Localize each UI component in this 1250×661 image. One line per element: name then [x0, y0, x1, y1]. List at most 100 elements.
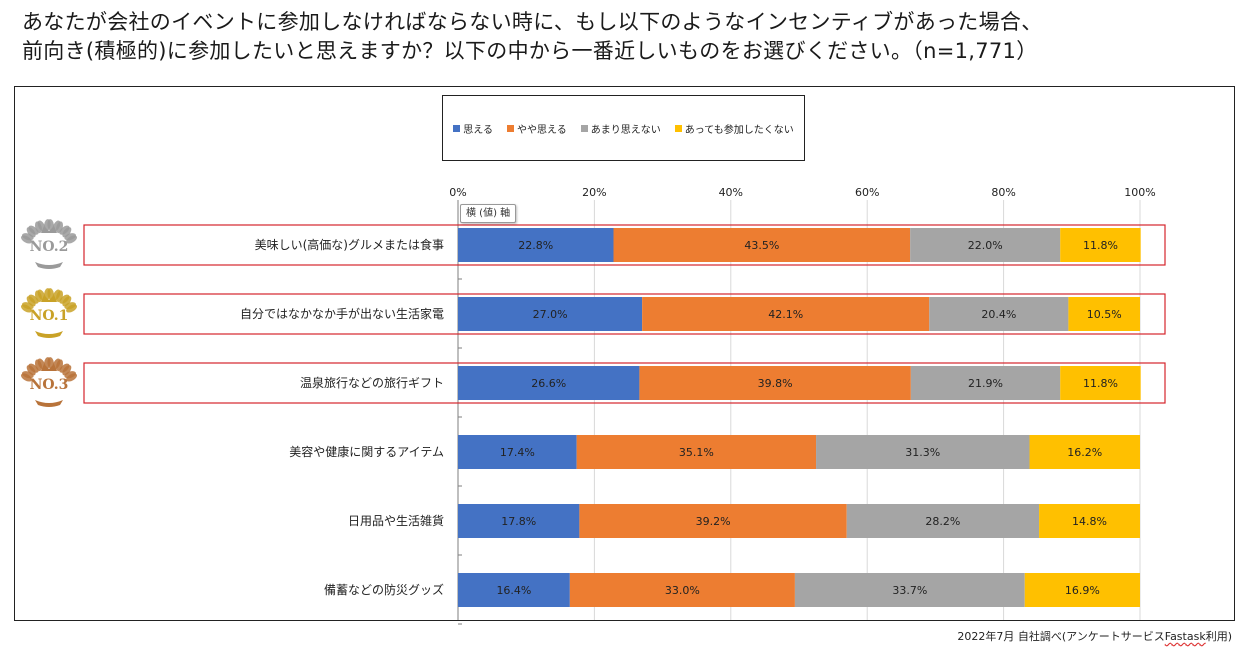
bar-segment	[1060, 228, 1141, 262]
legend-item[interactable]: 思える	[453, 121, 493, 136]
crown-icon	[41, 226, 57, 233]
bar-segment	[816, 435, 1030, 469]
rank-label: NO.2	[30, 239, 69, 255]
data-label: 35.1%	[679, 446, 714, 459]
x-tick-label: 60%	[855, 186, 879, 199]
data-label: 11.8%	[1083, 239, 1118, 252]
bar-segment	[458, 504, 580, 538]
x-tick-label: 40%	[719, 186, 743, 199]
ribbon-icon	[35, 262, 63, 269]
legend-label: 思える	[463, 124, 493, 136]
category-label: 美容や健康に関するアイテム	[289, 444, 444, 459]
data-label: 42.1%	[768, 308, 803, 321]
data-label: 33.0%	[665, 584, 700, 597]
x-tick-label: 0%	[449, 186, 466, 199]
legend-swatch	[580, 124, 588, 132]
chart-frame[interactable]	[14, 86, 1235, 621]
bar-segment	[639, 366, 911, 400]
bar-segment	[1039, 504, 1140, 538]
category-label: 自分ではなかなか手が出ない生活家電	[240, 306, 444, 321]
data-label: 16.4%	[496, 584, 531, 597]
legend-label: あまり思えない	[590, 124, 661, 136]
data-label: 11.8%	[1083, 377, 1118, 390]
laurel-leaf-icon	[64, 302, 76, 310]
x-tick-label: 100%	[1124, 186, 1155, 199]
rank-badge-gold: NO.1	[21, 288, 77, 338]
source-suffix: 利用)	[1205, 630, 1232, 643]
x-tick-label: 80%	[991, 186, 1015, 199]
source-prefix: 2022年7月 自社調べ(アンケートサービス	[957, 630, 1165, 643]
bar-segment	[1029, 435, 1140, 469]
bar-segment	[794, 573, 1025, 607]
laurel-leaf-icon	[64, 371, 76, 379]
rank-badge-silver: NO.2	[21, 219, 77, 269]
data-label: 16.2%	[1067, 446, 1102, 459]
legend-swatch	[453, 124, 461, 132]
laurel-leaf-icon	[59, 294, 70, 304]
rank-label: NO.1	[30, 308, 69, 324]
data-label: 39.2%	[696, 515, 731, 528]
laurel-leaf-icon	[28, 225, 39, 235]
data-label: 26.6%	[531, 377, 566, 390]
bar-segment	[642, 297, 930, 331]
data-label: 22.0%	[968, 239, 1003, 252]
laurel-leaf-icon	[64, 233, 76, 241]
category-label: 温泉旅行などの旅行ギフト	[300, 376, 444, 390]
data-label: 16.9%	[1065, 584, 1100, 597]
bar-segment	[458, 435, 577, 469]
bar-segment	[576, 435, 817, 469]
chart-title: あなたが会社のイベントに参加しなければならない時に、もし以下のようなインセンティ…	[22, 8, 1232, 66]
ribbon-icon	[35, 400, 63, 407]
data-label: 43.5%	[744, 239, 779, 252]
bar-segment	[1068, 297, 1140, 331]
bar-segment	[1024, 573, 1140, 607]
laurel-leaf-icon	[28, 294, 39, 304]
bar-segment	[458, 573, 570, 607]
legend-item[interactable]: あまり思えない	[580, 121, 661, 136]
category-label: 備蓄などの防災グッズ	[324, 582, 444, 597]
data-label: 28.2%	[925, 515, 960, 528]
data-label: 17.8%	[501, 515, 536, 528]
highlight-box	[83, 362, 1166, 404]
bar-segment	[579, 504, 847, 538]
data-label: 21.9%	[968, 377, 1003, 390]
category-label: 美味しい(高価な)グルメまたは食事	[255, 237, 444, 252]
laurel-leaf-icon	[59, 225, 70, 235]
legend-item[interactable]: あっても参加したくない	[674, 121, 794, 136]
laurel-leaf-icon	[28, 363, 39, 373]
bar-segment	[458, 366, 640, 400]
data-label: 31.3%	[905, 446, 940, 459]
data-label: 22.8%	[518, 239, 553, 252]
axis-tooltip: 横 (値) 軸	[460, 204, 517, 223]
ribbon-icon	[35, 331, 63, 338]
bar-segment	[458, 228, 614, 262]
bar-segment	[910, 366, 1061, 400]
laurel-leaf-icon	[22, 371, 34, 379]
rank-label: NO.3	[30, 377, 69, 393]
highlight-box	[83, 224, 1166, 266]
laurel-leaf-icon	[22, 233, 34, 241]
laurel-leaf-icon	[59, 363, 70, 373]
rank-badge-bronze: NO.3	[21, 357, 77, 407]
data-label: 33.7%	[892, 584, 927, 597]
highlight-box	[83, 293, 1166, 335]
bar-segment	[613, 228, 911, 262]
category-label: 日用品や生活雑貨	[348, 513, 444, 528]
bar-segment	[458, 297, 643, 331]
legend-swatch	[674, 124, 682, 132]
bar-segment	[929, 297, 1069, 331]
source-note: 2022年7月 自社調べ(アンケートサービスFastask利用)	[957, 628, 1232, 644]
data-label: 20.4%	[981, 308, 1016, 321]
crown-icon	[41, 295, 57, 302]
data-label: 27.0%	[533, 308, 568, 321]
bar-segment	[1060, 366, 1141, 400]
laurel-leaf-icon	[22, 302, 34, 310]
x-tick-label: 20%	[582, 186, 606, 199]
data-label: 39.8%	[758, 377, 793, 390]
legend-item[interactable]: やや思える	[507, 121, 567, 136]
legend-swatch	[507, 124, 514, 132]
source-service-name: Fastask	[1164, 630, 1206, 643]
legend-label: やや思える	[517, 124, 567, 136]
chart-legend[interactable]: 思える やや思える あまり思えない あっても参加したくない	[442, 95, 805, 161]
